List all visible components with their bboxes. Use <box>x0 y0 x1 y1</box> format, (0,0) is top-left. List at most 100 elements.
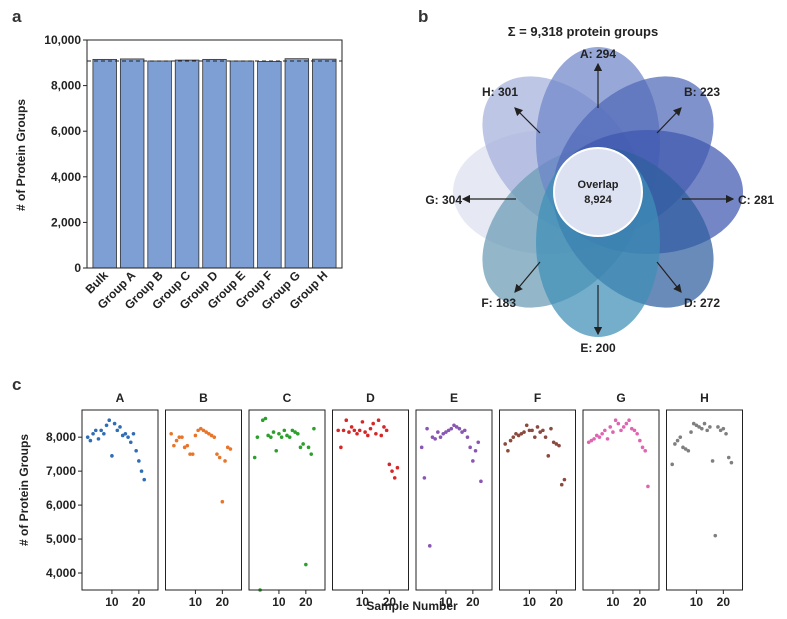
scatter-point <box>347 430 351 434</box>
scatter-point <box>452 423 456 428</box>
panel-label-b: b <box>418 7 428 26</box>
scatter-x-tick-label: 10 <box>272 595 286 609</box>
scatter-point <box>519 431 524 436</box>
venn-arrow-b <box>656 107 682 134</box>
scatter-point <box>605 437 610 441</box>
scatter-panel-h: H 10 20 <box>666 391 743 609</box>
scatter-point <box>462 428 467 433</box>
scatter-panel-title: B <box>199 391 208 405</box>
scatter-x-tick-label: 20 <box>466 595 480 609</box>
scatter-y-tick-label: 8,000 <box>46 430 76 444</box>
scatter-point <box>382 425 386 429</box>
scatter-panel-frame <box>332 409 409 591</box>
scatter-point <box>441 431 446 436</box>
scatter-point <box>134 448 138 453</box>
scatter-point <box>471 459 475 463</box>
scatter-point <box>306 445 311 450</box>
scatter-point <box>476 440 481 445</box>
scatter-point <box>646 484 650 489</box>
scatter-point <box>514 431 518 436</box>
scatter-point <box>387 462 392 467</box>
scatter-x-tick-label: 20 <box>633 595 647 609</box>
scatter-point <box>107 418 112 422</box>
scatter-point <box>454 425 459 429</box>
scatter-point <box>503 442 507 446</box>
scatter-point <box>524 423 529 428</box>
scatter-point <box>255 435 260 439</box>
scatter-point <box>551 440 556 445</box>
scatter-point <box>174 438 179 443</box>
scatter-point <box>724 431 728 436</box>
bar-group-b <box>147 60 172 269</box>
scatter-point <box>128 440 133 445</box>
scatter-point <box>336 428 340 433</box>
scatter-panel-frame <box>415 409 493 591</box>
scatter-point <box>670 462 674 467</box>
scatter-point <box>199 426 203 431</box>
scatter-panel-frame <box>165 409 242 591</box>
scatter-point <box>460 430 464 434</box>
scatter-point <box>608 425 613 429</box>
scatter-panel-frame <box>248 409 326 591</box>
scatter-point <box>468 445 472 450</box>
scatter-point <box>371 421 375 426</box>
scatter-point <box>349 425 354 429</box>
scatter-x-tick-label: 10 <box>105 595 119 609</box>
scatter-x-tick-label: 20 <box>383 595 397 609</box>
scatter-point <box>277 431 281 436</box>
scatter-point <box>597 435 602 439</box>
scatter-point <box>374 431 378 436</box>
scatter-point <box>115 428 120 433</box>
scatter-panel-g: G 10 20 <box>582 391 660 609</box>
scatter-small-multiples: # of Protein Groups Sample Number 4,000 5… <box>17 391 743 613</box>
scatter-point <box>683 447 688 451</box>
scatter-x-tick-label: 10 <box>439 595 453 609</box>
scatter-point <box>508 438 513 443</box>
scatter-x-tick-label: 10 <box>356 595 370 609</box>
scatter-point <box>600 431 604 436</box>
scatter-x-tick-label: 20 <box>132 595 146 609</box>
scatter-x-tick-label: 20 <box>717 595 731 609</box>
scatter-point <box>632 428 637 433</box>
scatter-y-tick-label: 7,000 <box>46 464 76 478</box>
scatter-point <box>172 443 176 448</box>
scatter-point <box>533 435 537 439</box>
venn-label-e: E: 200 <box>580 341 616 355</box>
scatter-point <box>592 437 596 441</box>
scatter-x-tick-label: 20 <box>216 595 230 609</box>
scatter-point <box>182 445 187 450</box>
scatter-point <box>619 428 623 433</box>
venn-overlap-value: 8,924 <box>584 194 612 206</box>
scatter-point <box>465 435 470 439</box>
scatter-point <box>185 443 190 448</box>
scatter-point <box>635 431 639 436</box>
bar-group-c <box>174 59 200 269</box>
scatter-point <box>425 426 429 431</box>
scatter-point <box>341 428 346 433</box>
bar-group-d <box>202 58 227 269</box>
bar-chart-y-tick-label: 2,000 <box>51 215 81 229</box>
venn-label-f: F: 183 <box>481 296 516 310</box>
scatter-point <box>627 418 631 422</box>
scatter-point <box>427 544 432 548</box>
scatter-point <box>586 440 591 445</box>
scatter-point <box>220 499 225 504</box>
scatter-point <box>169 431 173 436</box>
scatter-point <box>290 428 295 433</box>
scatter-point <box>260 418 265 422</box>
scatter-panel-title: F <box>534 391 541 405</box>
scatter-x-tick-label: 20 <box>550 595 564 609</box>
scatter-point <box>193 433 198 438</box>
scatter-point <box>603 428 607 433</box>
scatter-point <box>126 435 130 439</box>
scatter-point <box>339 445 343 450</box>
scatter-point <box>352 428 357 433</box>
bar-bulk <box>92 58 117 269</box>
scatter-point <box>681 445 685 450</box>
scatter-point <box>204 430 208 434</box>
scatter-point <box>718 428 723 433</box>
scatter-point <box>271 430 276 434</box>
scatter-panel-title: C <box>283 391 292 405</box>
bar-chart: # of Protein Groups 0 2,000 4,000 6,000 8,00… <box>14 33 343 313</box>
scatter-point <box>363 430 367 434</box>
